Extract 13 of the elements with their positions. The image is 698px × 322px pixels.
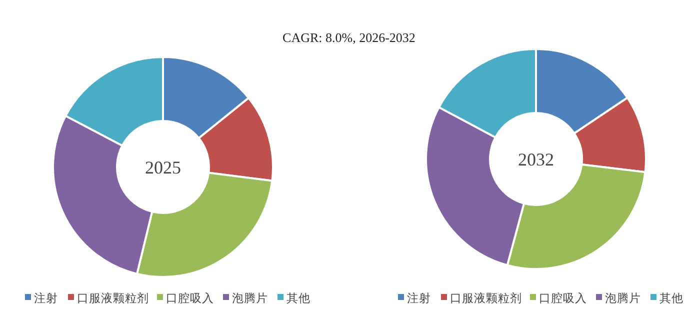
legend-label: 其他: [286, 291, 310, 306]
legend-label: 口腔吸入: [539, 291, 587, 306]
text: 2032: [518, 149, 554, 170]
legend-label: 注射: [407, 291, 431, 306]
legend-label: 其他: [660, 291, 684, 306]
legend-label: 注射: [34, 291, 58, 306]
legend-label: 口服液颗粒剂: [450, 291, 522, 306]
text: 2025: [145, 157, 181, 178]
legend-label: 口腔吸入: [166, 291, 214, 306]
legend-label: 口服液颗粒剂: [77, 291, 149, 306]
legend-label: 泡腾片: [605, 291, 641, 306]
text: CAGR: 8.0%, 2026-2032: [282, 30, 416, 45]
legend-label: 泡腾片: [232, 291, 268, 306]
